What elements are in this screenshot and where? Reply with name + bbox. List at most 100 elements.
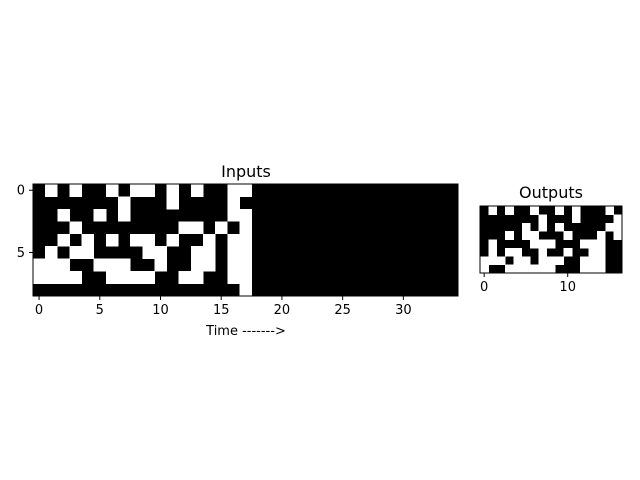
heatmap-cell (93, 258, 107, 272)
outputs-panel: Outputs 0 10 (479, 183, 623, 295)
heatmap-cell (81, 233, 95, 247)
heatmap-cell (521, 264, 531, 274)
heatmap-cell (239, 208, 252, 222)
heatmap-cell (227, 271, 240, 284)
heatmap-cell (488, 206, 498, 215)
heatmap-cell (105, 258, 119, 272)
heatmap-cell (130, 184, 143, 197)
heatmap-cell (588, 256, 598, 266)
heatmap-cell (215, 221, 228, 235)
heatmap-cell (69, 246, 82, 260)
heatmap-cell (227, 246, 240, 260)
heatmap-cell (605, 222, 615, 232)
heatmap-cell (142, 271, 155, 284)
heatmap-cell (239, 246, 252, 260)
inputs-y-axis: 05 (17, 184, 33, 261)
heatmap-cell (563, 247, 573, 257)
heatmap-cell (480, 264, 489, 274)
heatmap-cell (563, 231, 573, 240)
heatmap-cell (118, 258, 131, 272)
heatmap-cell (488, 239, 498, 249)
heatmap-cell (505, 264, 514, 274)
heatmap-cell (580, 239, 589, 249)
heatmap-cell (588, 264, 598, 274)
heatmap-cell (239, 258, 252, 272)
heatmap-cell (81, 246, 95, 260)
heatmap-cell (596, 239, 606, 249)
heatmap-cell (505, 247, 514, 257)
heatmap-cell (105, 233, 119, 247)
heatmap-cell (142, 233, 155, 247)
heatmap-cell (45, 184, 58, 197)
heatmap-cell (203, 258, 216, 272)
y-tick-label: 5 (17, 246, 25, 261)
heatmap-cell (596, 264, 606, 274)
heatmap-cell (538, 214, 548, 224)
heatmap-cell (142, 246, 155, 260)
heatmap-cell (178, 271, 192, 284)
heatmap-cell (530, 264, 539, 274)
heatmap-cell (538, 239, 548, 249)
x-tick-label: 10 (559, 280, 576, 295)
heatmap-cell (538, 247, 548, 257)
y-tick-label: 0 (17, 184, 25, 199)
heatmap-cell (227, 208, 240, 222)
heatmap-cell (513, 264, 523, 274)
heatmap-cell (530, 239, 539, 249)
heatmap-cell (142, 184, 155, 197)
heatmap-cell (105, 271, 119, 284)
heatmap-cell (239, 283, 252, 297)
heatmap-cell (521, 222, 531, 232)
heatmap-cell (538, 256, 548, 266)
outputs-title: Outputs (519, 183, 583, 202)
heatmap-cell (203, 246, 216, 260)
outputs-heatmap (480, 206, 623, 274)
heatmap-cell (580, 264, 589, 274)
heatmap-cell (190, 246, 204, 260)
heatmap-cell (496, 256, 506, 266)
heatmap-cell (45, 258, 58, 272)
heatmap-cell (505, 206, 514, 215)
heatmap-cell (571, 206, 581, 215)
heatmap-cell (154, 246, 167, 260)
heatmap-cell (190, 221, 204, 235)
x-tick-label: 0 (35, 303, 43, 318)
heatmap-cell (227, 233, 240, 247)
heatmap-cell (57, 208, 70, 222)
heatmap-cell (239, 271, 252, 284)
outputs-x-axis: 0 10 (480, 273, 576, 295)
heatmap-cell (45, 271, 58, 284)
x-tick-label: 5 (96, 303, 104, 318)
inputs-axes-frame (32, 183, 459, 297)
heatmap-cell (596, 231, 606, 240)
heatmap-cell (190, 258, 204, 272)
heatmap-cell (178, 221, 192, 235)
inputs-x-axis-label: Time -------> (205, 324, 286, 339)
heatmap-cell (239, 233, 252, 247)
x-tick-label: 30 (395, 303, 412, 318)
heatmap-cell (538, 264, 548, 274)
heatmap-cell (57, 258, 70, 272)
outputs-axes-frame (479, 205, 623, 274)
heatmap-cell (227, 184, 240, 197)
heatmap-cell (480, 256, 489, 266)
heatmap-cell (130, 271, 143, 284)
heatmap-cell (538, 222, 548, 232)
heatmap-cell (613, 231, 623, 240)
heatmap-cell (596, 247, 606, 257)
heatmap-cell (530, 206, 539, 215)
heatmap-cell (203, 233, 216, 247)
heatmap-cell (488, 247, 498, 257)
heatmap-cell (588, 247, 598, 257)
heatmap-cell (190, 271, 204, 284)
heatmap-cell (166, 233, 180, 247)
heatmap-cell (596, 256, 606, 266)
heatmap-cell (118, 208, 131, 222)
heatmap-cell (118, 196, 131, 210)
heatmap-cell (69, 221, 82, 235)
heatmap-cell (605, 206, 615, 215)
heatmap-cell (69, 271, 82, 284)
heatmap-cell (130, 233, 143, 247)
x-tick-label: 20 (274, 303, 291, 318)
heatmap-cell (521, 256, 531, 266)
